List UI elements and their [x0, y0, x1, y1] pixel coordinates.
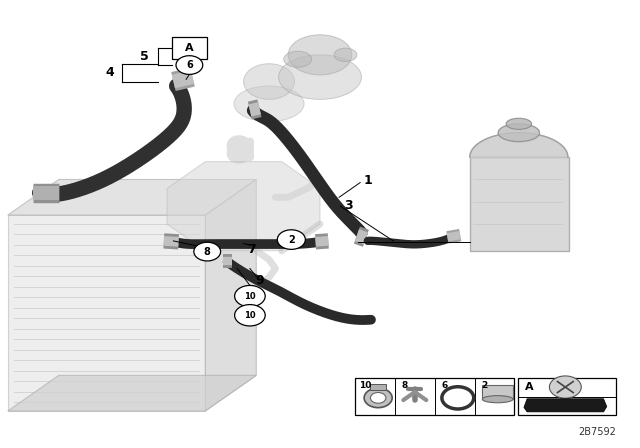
Text: 2: 2 [481, 381, 488, 390]
Ellipse shape [483, 388, 513, 396]
Circle shape [442, 387, 474, 409]
Text: 2: 2 [288, 235, 294, 245]
Polygon shape [470, 157, 568, 251]
Polygon shape [8, 215, 205, 411]
Text: 8: 8 [402, 381, 408, 390]
Polygon shape [524, 399, 607, 412]
Polygon shape [8, 180, 256, 215]
Text: 10: 10 [359, 381, 371, 390]
Polygon shape [8, 375, 256, 411]
Text: 7: 7 [248, 243, 256, 256]
Text: 2B7592: 2B7592 [579, 427, 616, 437]
Bar [371, 383, 386, 390]
Circle shape [364, 388, 392, 408]
Text: 3: 3 [344, 199, 353, 212]
Text: 1: 1 [364, 174, 372, 187]
Text: 4: 4 [106, 66, 114, 79]
Ellipse shape [506, 118, 532, 129]
Circle shape [235, 305, 265, 326]
Text: 10: 10 [244, 292, 256, 301]
Circle shape [194, 242, 221, 261]
Ellipse shape [244, 64, 294, 99]
Bar [483, 385, 513, 399]
Circle shape [371, 392, 386, 403]
Text: 6: 6 [442, 381, 448, 390]
Ellipse shape [234, 86, 304, 121]
Polygon shape [470, 133, 568, 157]
Text: 6: 6 [186, 60, 193, 70]
Polygon shape [205, 180, 256, 411]
Bar [172, 38, 207, 59]
Text: 10: 10 [244, 311, 256, 320]
Text: A: A [185, 43, 194, 53]
Ellipse shape [483, 396, 513, 403]
Polygon shape [167, 162, 320, 251]
Circle shape [549, 376, 581, 398]
Ellipse shape [284, 51, 312, 67]
Ellipse shape [334, 48, 357, 61]
Ellipse shape [278, 55, 362, 99]
Text: 9: 9 [255, 274, 264, 287]
Circle shape [235, 285, 265, 307]
Circle shape [176, 56, 203, 74]
Circle shape [277, 230, 305, 250]
Bar [518, 378, 616, 415]
Bar [355, 378, 515, 415]
Ellipse shape [498, 124, 540, 142]
Bar [560, 398, 570, 406]
Ellipse shape [288, 35, 352, 75]
Text: A: A [525, 382, 533, 392]
Text: 5: 5 [140, 50, 149, 63]
Text: 8: 8 [204, 246, 211, 257]
